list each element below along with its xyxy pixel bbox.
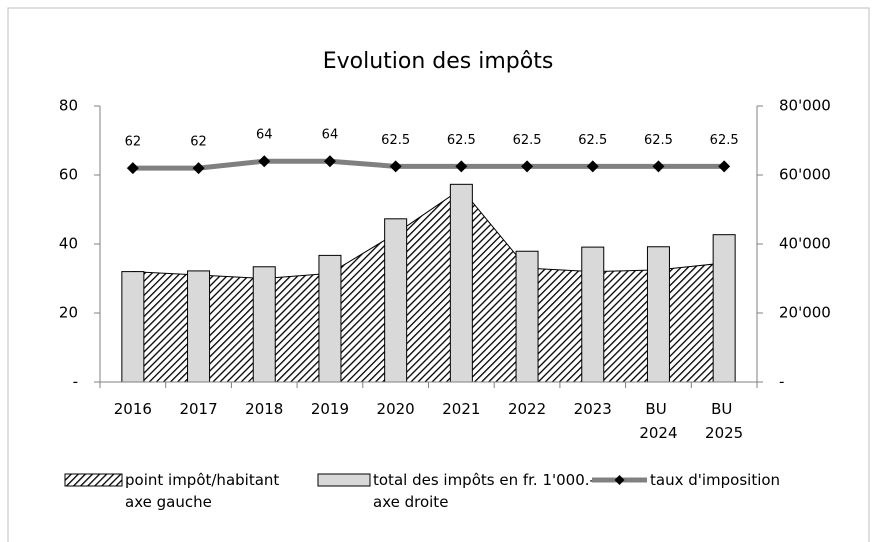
legend-label: total des impôts en fr. 1'000.- axe droi…	[373, 471, 600, 511]
y-tick-label: 20	[59, 304, 78, 322]
bar	[121, 271, 145, 383]
y-tick-label: 60	[59, 166, 78, 184]
data-label: 64	[256, 128, 273, 143]
legend-marker	[614, 475, 625, 485]
data-label: 64	[322, 128, 339, 143]
y-tick-label: 40	[59, 235, 78, 253]
bar	[252, 266, 276, 383]
data-label: 62	[125, 135, 142, 150]
legend-label: taux d'imposition	[650, 471, 780, 489]
x-tick-label: BU 2024	[639, 400, 677, 442]
data-label: 62.5	[710, 133, 739, 148]
bar	[646, 246, 670, 383]
x-tick-label: 2021	[442, 400, 480, 418]
x-tick-label: BU 2025	[705, 400, 743, 442]
line-marker	[258, 155, 271, 168]
data-label: 62.5	[578, 133, 607, 148]
line-marker	[192, 162, 205, 175]
y-tick-label: -	[73, 373, 78, 391]
line-marker	[521, 160, 534, 173]
data-label: 62.5	[513, 133, 542, 148]
bar	[187, 270, 211, 383]
x-tick-label: 2019	[311, 400, 349, 418]
y2-tick-label: 80'000	[779, 97, 831, 115]
x-tick-label: 2017	[179, 400, 217, 418]
legend-swatch	[64, 473, 123, 487]
x-tick-label: 2022	[508, 400, 546, 418]
bar	[581, 246, 605, 383]
data-label: 62.5	[644, 133, 673, 148]
y2-tick-label: -	[779, 373, 784, 391]
y2-tick-label: 20'000	[779, 304, 831, 322]
line-marker	[389, 160, 402, 173]
x-tick-label: 2020	[377, 400, 415, 418]
data-label: 62.5	[447, 133, 476, 148]
chart-title: Evolution des impôts	[323, 49, 554, 74]
bar	[712, 234, 736, 383]
bar	[318, 254, 342, 383]
bar	[449, 183, 473, 383]
line-marker	[718, 160, 731, 173]
legend-swatch	[317, 473, 371, 487]
bar	[515, 250, 539, 383]
line-marker	[455, 160, 468, 173]
bar	[384, 218, 408, 383]
line-marker	[652, 160, 665, 173]
x-tick-label: 2018	[245, 400, 283, 418]
y2-tick-label: 40'000	[779, 235, 831, 253]
line-marker	[323, 155, 336, 168]
line-marker	[126, 162, 139, 175]
y-tick-label: 80	[59, 97, 78, 115]
data-label: 62.5	[381, 133, 410, 148]
line-marker	[586, 160, 599, 173]
legend-label: point impôt/habitant axe gauche	[125, 471, 284, 511]
x-tick-label: 2016	[114, 400, 152, 418]
line	[132, 158, 725, 171]
x-tick-label: 2023	[574, 400, 612, 418]
y2-tick-label: 60'000	[779, 166, 831, 184]
data-label: 62	[190, 135, 207, 150]
